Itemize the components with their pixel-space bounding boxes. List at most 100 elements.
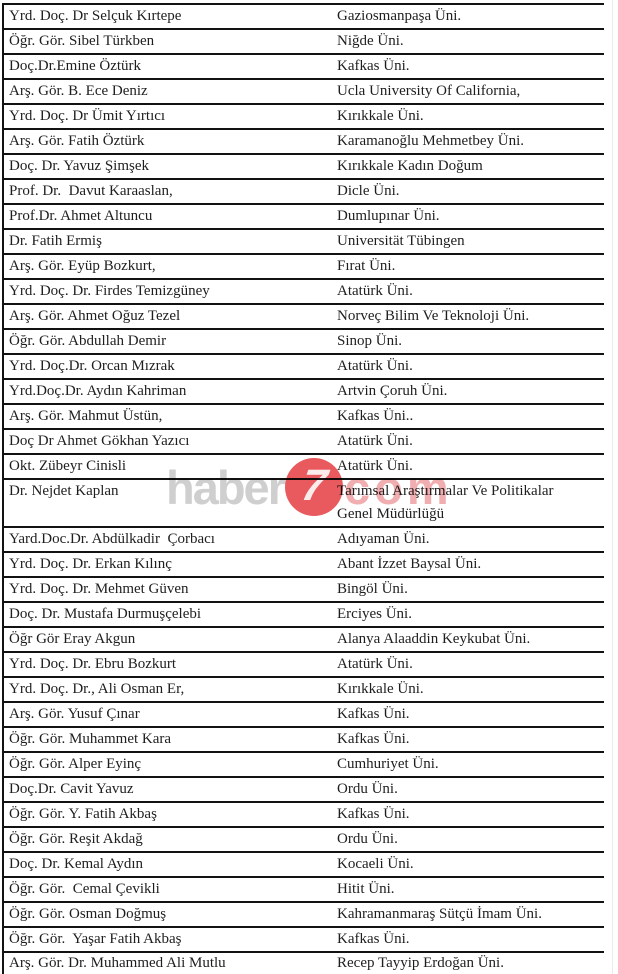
name-cell: Dr. Nejdet Kaplan <box>9 483 119 499</box>
table-row: Yrd. Doç. Dr. Ebru Bozkurt Atatürk Üni. <box>4 651 604 676</box>
table-row: Yrd. Doç. Dr. Firdes Temizgüney Atatürk … <box>4 278 604 303</box>
table-row: Öğr. Gör. Muhammet Kara Kafkas Üni. <box>4 726 604 751</box>
university-cell: Kafkas Üni. <box>337 731 410 747</box>
university-cell: Atatürk Üni. <box>337 358 413 374</box>
university-cell: Kırıkkale Üni. <box>337 108 424 124</box>
name-cell: Yrd. Doç. Dr Ümit Yırtıcı <box>9 108 166 124</box>
name-cell: Öğr. Gör. Osman Doğmuş <box>9 906 167 922</box>
table-row: Öğr. Gör. Yaşar Fatih Akbaş Kafkas Üni. <box>4 926 604 951</box>
name-cell: Öğr. Gör. Reşit Akdağ <box>9 831 143 847</box>
university-cell: Kırıkkale Üni. <box>337 681 424 697</box>
university-cell: Norveç Bilim Ve Teknoloji Üni. <box>337 308 530 324</box>
table-row: Yrd. Doç. Dr. Mehmet Güven Bingöl Üni. <box>4 576 604 601</box>
name-cell: Arş. Gör. Mahmut Üstün, <box>9 408 163 424</box>
name-cell: Öğr. Gör. Abdullah Demir <box>9 333 167 349</box>
university-cell: Ordu Üni. <box>337 831 398 847</box>
name-cell: Öğr. Gör. Sibel Türkben <box>9 33 155 49</box>
university-cell: Tarımsal Araştırmalar Ve Politikalar Gene… <box>337 480 604 526</box>
university-cell: Karamanoğlu Mehmetbey Üni. <box>337 133 525 149</box>
name-cell: Doç.Dr.Emine Öztürk <box>9 58 142 74</box>
table-row: Yrd. Doç.Dr. Orcan Mızrak Atatürk Üni. <box>4 353 604 378</box>
name-cell: Arş. Gör. B. Ece Deniz <box>9 83 148 99</box>
university-cell: Kocaeli Üni. <box>337 856 414 872</box>
university-cell: Adıyaman Üni. <box>337 531 430 547</box>
page-right-edge-line <box>612 0 613 974</box>
table-row: Yard.Doc.Dr. Abdülkadir Çorbacı Adıyaman… <box>4 526 604 551</box>
name-cell: Doç.Dr. Cavit Yavuz <box>9 781 134 797</box>
table-row: Doç.Dr. Cavit Yavuz Ordu Üni. <box>4 776 604 801</box>
name-cell: Arş. Gör. Yusuf Çınar <box>9 706 140 722</box>
name-cell: Yard.Doc.Dr. Abdülkadir Çorbacı <box>9 531 215 547</box>
university-cell: Kafkas Üni. <box>337 806 410 822</box>
name-cell: Yrd. Doç. Dr. Mehmet Güven <box>9 581 189 597</box>
name-cell: Yrd. Doç.Dr. Orcan Mızrak <box>9 358 175 374</box>
university-cell: Alanya Alaaddin Keykubat Üni. <box>337 631 531 647</box>
university-cell: Ucla University Of California, <box>337 83 521 99</box>
university-cell: Hitit Üni. <box>337 881 395 897</box>
table-row: Prof. Dr. Davut Karaaslan, Dicle Üni. <box>4 178 604 203</box>
university-line-2: Genel Müdürlüğü <box>337 506 445 522</box>
university-cell: Abant İzzet Baysal Üni. <box>337 556 482 572</box>
university-cell: Kafkas Üni. <box>337 931 410 947</box>
name-cell: Doç. Dr. Kemal Aydın <box>9 856 144 872</box>
name-cell: Arş. Gör. Eyüp Bozkurt, <box>9 258 156 274</box>
table-row: Öğr. Gör. Abdullah Demir Sinop Üni. <box>4 328 604 353</box>
university-cell: Atatürk Üni. <box>337 656 413 672</box>
university-cell: Sinop Üni. <box>337 333 403 349</box>
name-cell: Yrd. Doç. Dr Selçuk Kırtepe <box>9 8 182 24</box>
table-row: Öğr. Gör. Reşit Akdağ Ordu Üni. <box>4 826 604 851</box>
name-cell: Doç Dr Ahmet Gökhan Yazıcı <box>9 433 190 449</box>
table-row: Yrd.Doç.Dr. Aydın Kahriman Artvin Çoruh … <box>4 378 604 403</box>
table-row: Yrd. Doç. Dr. Erkan Kılınç Abant İzzet B… <box>4 551 604 576</box>
university-cell: Erciyes Üni. <box>337 606 412 622</box>
table-row: Yrd. Doç. Dr., Ali Osman Er, Kırıkkale Ü… <box>4 676 604 701</box>
table-row: Arş. Gör. Dr. Muhammed Ali Mutlu Recep T… <box>4 951 604 974</box>
university-cell: Universität Tübingen <box>337 233 465 249</box>
name-cell: Dr. Fatih Ermiş <box>9 233 102 249</box>
university-cell: Bingöl Üni. <box>337 581 408 597</box>
name-cell: Öğr. Gör. Muhammet Kara <box>9 731 172 747</box>
name-cell: Prof. Dr. Davut Karaaslan, <box>9 183 173 199</box>
academics-table: Yrd. Doç. Dr Selçuk Kırtepe Gaziosmanpaş… <box>2 3 604 974</box>
name-cell: Okt. Zübeyr Cinisli <box>9 458 127 474</box>
university-cell: Kafkas Üni. <box>337 58 410 74</box>
name-cell: Arş. Gör. Ahmet Oğuz Tezel <box>9 308 181 324</box>
name-cell: Doç. Dr. Mustafa Durmuşçelebi <box>9 606 202 622</box>
table-row: Doç. Dr. Mustafa Durmuşçelebi Erciyes Ün… <box>4 601 604 626</box>
university-cell: Atatürk Üni. <box>337 283 413 299</box>
university-cell: Kafkas Üni.. <box>337 408 414 424</box>
table-row: Doç Dr Ahmet Gökhan Yazıcı Atatürk Üni. <box>4 428 604 453</box>
table-row: Arş. Gör. B. Ece Deniz Ucla University O… <box>4 78 604 103</box>
table-row: Öğr. Gör. Osman Doğmuş Kahramanmaraş Süt… <box>4 901 604 926</box>
university-cell: Kafkas Üni. <box>337 706 410 722</box>
name-cell: Doç. Dr. Yavuz Şimşek <box>9 158 150 174</box>
name-cell: Yrd. Doç. Dr. Erkan Kılınç <box>9 556 172 572</box>
name-cell: Arş. Gör. Fatih Öztürk <box>9 133 145 149</box>
name-cell: Arş. Gör. Dr. Muhammed Ali Mutlu <box>9 955 226 971</box>
university-cell: Dumlupınar Üni. <box>337 208 440 224</box>
table-row: Doç. Dr. Kemal Aydın Kocaeli Üni. <box>4 851 604 876</box>
name-cell: Yrd. Doç. Dr. Firdes Temizgüney <box>9 283 210 299</box>
name-cell: Öğr. Gör. Yaşar Fatih Akbaş <box>9 931 182 947</box>
name-cell: Prof.Dr. Ahmet Altuncu <box>9 208 153 224</box>
university-cell: Gaziosmanpaşa Üni. <box>337 8 462 24</box>
table-row: Arş. Gör. Fatih Öztürk Karamanoğlu Mehme… <box>4 128 604 153</box>
university-cell: Fırat Üni. <box>337 258 396 274</box>
table-row: Arş. Gör. Mahmut Üstün, Kafkas Üni.. <box>4 403 604 428</box>
table-row: Dr. Nejdet Kaplan Tarımsal Araştırmalar … <box>4 478 604 526</box>
table-row: Prof.Dr. Ahmet Altuncu Dumlupınar Üni. <box>4 203 604 228</box>
name-cell: Yrd. Doç. Dr., Ali Osman Er, <box>9 681 185 697</box>
table-row: Yrd. Doç. Dr Ümit Yırtıcı Kırıkkale Üni. <box>4 103 604 128</box>
university-cell: Ordu Üni. <box>337 781 398 797</box>
table-row: Doç. Dr. Yavuz Şimşek Kırıkkale Kadın Do… <box>4 153 604 178</box>
university-cell: Atatürk Üni. <box>337 458 413 474</box>
university-cell: Kırıkkale Kadın Doğum <box>337 158 483 174</box>
table-row: Arş. Gör. Yusuf Çınar Kafkas Üni. <box>4 701 604 726</box>
university-cell: Cumhuriyet Üni. <box>337 756 439 772</box>
name-cell: Öğr. Gör. Y. Fatih Akbaş <box>9 806 157 822</box>
university-cell: Recep Tayyip Erdoğan Üni. <box>337 955 504 971</box>
table-row: Öğr. Gör. Cemal Çevikli Hitit Üni. <box>4 876 604 901</box>
table-row: Doç.Dr.Emine Öztürk Kafkas Üni. <box>4 53 604 78</box>
table-row: Öğr. Gör. Y. Fatih Akbaş Kafkas Üni. <box>4 801 604 826</box>
